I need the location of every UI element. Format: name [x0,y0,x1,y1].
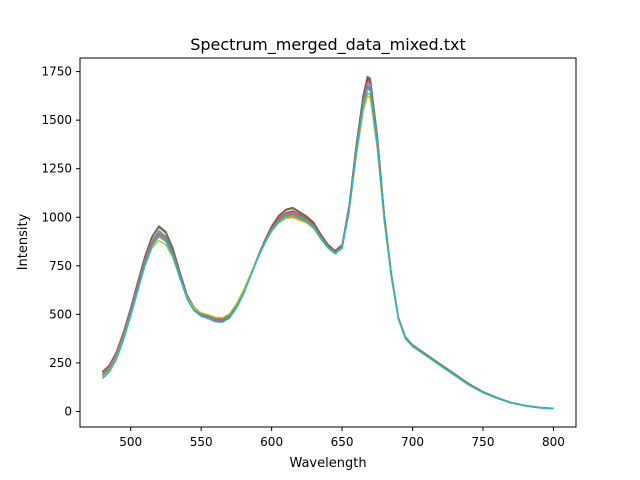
x-axis-ticks: 500 550 600 650 700 750 800 [119,427,565,449]
y-tick-label: 1000 [41,210,72,224]
y-tick-label: 0 [64,404,72,418]
y-axis-ticks: 0 250 500 750 1000 1250 1500 1750 [41,65,80,418]
chart-title: Spectrum_merged_data_mixed.txt [190,35,466,55]
series-lines [102,75,554,410]
y-tick-label: 250 [49,356,72,370]
x-tick-label: 650 [331,435,354,449]
x-tick-label: 550 [190,435,213,449]
x-tick-label: 750 [472,435,495,449]
series-line-10 [102,87,554,410]
x-tick-label: 600 [260,435,283,449]
y-tick-label: 1500 [41,113,72,127]
x-tick-label: 800 [542,435,565,449]
y-tick-label: 750 [49,259,72,273]
x-tick-label: 700 [401,435,424,449]
y-tick-label: 1250 [41,162,72,176]
x-tick-label: 500 [119,435,142,449]
x-axis-label: Wavelength [289,456,366,471]
y-axis-label: Intensity [16,213,31,270]
y-tick-label: 1750 [41,65,72,79]
y-tick-label: 500 [49,307,72,321]
plot-frame [79,57,577,428]
